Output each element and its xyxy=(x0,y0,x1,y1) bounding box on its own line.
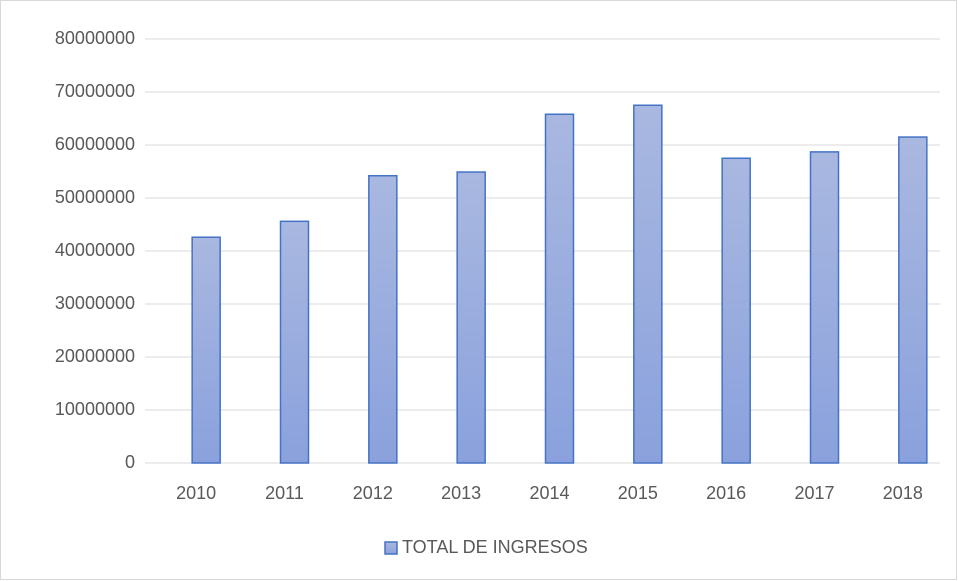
legend-swatch xyxy=(384,541,398,555)
bar xyxy=(191,236,221,464)
y-tick-label: 80000000 xyxy=(55,28,135,48)
y-tick-label: 60000000 xyxy=(55,134,135,154)
y-tick-label: 70000000 xyxy=(55,81,135,101)
x-tick-label: 2014 xyxy=(529,483,569,503)
x-tick-label: 2010 xyxy=(176,483,216,503)
x-tick-label: 2015 xyxy=(618,483,658,503)
y-tick-label: 30000000 xyxy=(55,293,135,313)
x-tick-label: 2011 xyxy=(265,483,304,503)
bar xyxy=(809,151,840,464)
y-tick-label: 0 xyxy=(125,452,135,472)
y-tick-label: 20000000 xyxy=(55,346,135,366)
y-tick-label: 40000000 xyxy=(55,240,135,260)
x-tick-label: 2017 xyxy=(794,483,834,503)
bar xyxy=(368,174,398,464)
bar xyxy=(456,171,486,464)
x-tick-label: 2012 xyxy=(353,483,393,503)
x-tick-label: 2018 xyxy=(883,483,923,503)
y-tick-label: 10000000 xyxy=(55,399,135,419)
legend-label: TOTAL DE INGRESOS xyxy=(402,537,588,557)
x-tick-label: 2016 xyxy=(706,483,746,503)
bar xyxy=(279,220,310,464)
y-tick-label: 50000000 xyxy=(55,187,135,207)
x-tick-label: 2013 xyxy=(441,483,481,503)
bar xyxy=(633,104,663,464)
bar xyxy=(898,136,928,464)
bar xyxy=(544,113,575,464)
bar xyxy=(721,157,751,464)
